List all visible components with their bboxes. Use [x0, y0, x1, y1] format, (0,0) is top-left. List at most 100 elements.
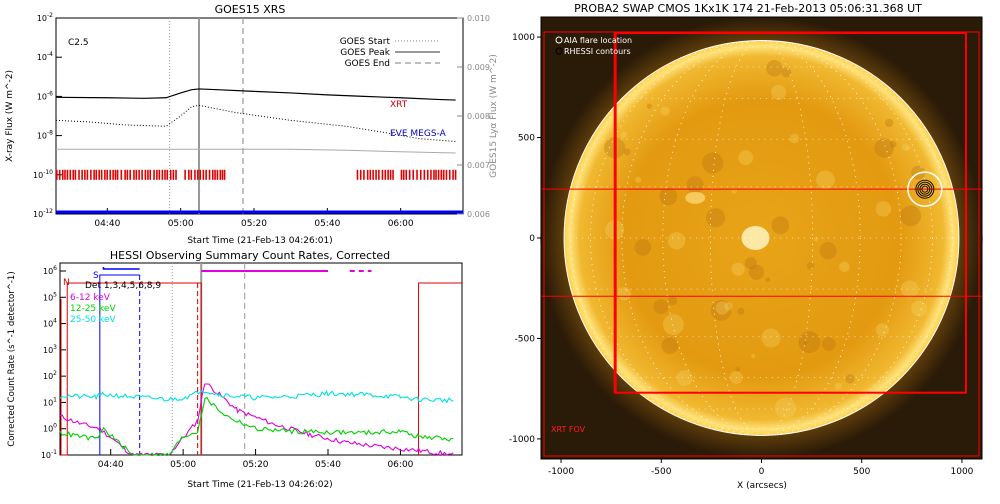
- coverage-mark: [197, 169, 199, 180]
- aia-flare-circle: [907, 171, 943, 207]
- coverage-mark: [190, 169, 193, 180]
- surface-feature: [653, 299, 669, 315]
- surface-feature: [662, 313, 684, 336]
- xrt-annotation: XRT: [390, 100, 408, 110]
- hessi-panel: HESSI Observing Summary Count Rates, Cor…: [0, 248, 500, 500]
- coverage-mark: [208, 169, 211, 180]
- coverage-mark: [363, 169, 365, 180]
- y-tick-label: 10-12: [33, 208, 53, 219]
- surface-feature: [660, 106, 670, 116]
- bright-region: [741, 226, 770, 250]
- coverage-mark: [112, 169, 114, 180]
- coverage-mark: [454, 169, 457, 180]
- x-tick-label: 1000: [951, 467, 974, 477]
- x-axis-label: Start Time (21-Feb-13 04:26:01): [187, 236, 332, 246]
- coverage-mark: [100, 169, 103, 180]
- coverage-mark: [387, 169, 389, 180]
- y-tick-label: -500: [515, 334, 536, 344]
- coverage-mark: [426, 169, 429, 180]
- surface-feature: [731, 262, 745, 276]
- grid-longitude: [662, 40, 861, 436]
- surface-feature: [731, 188, 737, 194]
- coverage-mark: [205, 169, 207, 180]
- legend-label: GOES Peak: [340, 48, 390, 58]
- y-tick-label: 0: [529, 234, 535, 244]
- surface-feature: [905, 145, 911, 151]
- rhessi-contour: [915, 179, 935, 199]
- goes-xrs-panel: GOES15 XRS 10-2 10-4 10-6 10-8 10-10 10-12 0.01…: [0, 0, 500, 248]
- surface-feature: [813, 237, 819, 242]
- y-right-axis-label: GOES15 Lyα Flux (W m^-2): [489, 54, 499, 178]
- goes-xrs-chart: GOES15 XRS 10-2 10-4 10-6 10-8 10-10 10-12 0.01…: [5, 3, 499, 246]
- surface-feature: [834, 382, 842, 390]
- series-line-2: [56, 148, 456, 154]
- coverage-mark: [141, 169, 143, 180]
- coverage-mark: [402, 169, 405, 180]
- surface-feature: [705, 208, 726, 228]
- coverage-mark: [423, 169, 426, 180]
- surface-feature: [889, 140, 897, 148]
- surface-feature: [803, 340, 808, 345]
- x-tick-label: 06:00: [387, 460, 413, 470]
- y-tick-label: 106: [43, 265, 57, 276]
- coverage-mark: [116, 169, 119, 180]
- coverage-mark: [437, 169, 440, 180]
- y-axis-label: Corrected Count Rate (s^-1 detector^-1): [7, 271, 17, 446]
- coverage-mark: [175, 169, 177, 180]
- y-tick-label: 10-2: [37, 12, 53, 23]
- series-line-2: [59, 390, 454, 404]
- coverage-mark: [369, 169, 372, 180]
- surface-feature: [874, 138, 894, 158]
- y-tick-label: 101: [43, 396, 57, 407]
- coverage-mark: [359, 169, 362, 180]
- coverage-mark: [412, 169, 415, 180]
- coverage-mark: [435, 169, 437, 180]
- coverage-mark: [219, 169, 222, 180]
- surface-feature: [710, 299, 732, 321]
- surface-feature: [659, 187, 678, 206]
- series-line-1: [55, 104, 456, 142]
- coverage-mark: [202, 169, 205, 180]
- plot-frame: [59, 262, 463, 456]
- active-regions: [604, 59, 928, 419]
- coverage-mark: [366, 169, 369, 180]
- surface-feature: [738, 150, 754, 166]
- outer-fov-box: [543, 31, 980, 457]
- coverage-mark: [442, 169, 445, 180]
- surface-feature: [737, 307, 745, 315]
- surface-feature: [901, 280, 919, 298]
- legend-label: GOES Start: [340, 37, 391, 47]
- coverage-mark: [72, 169, 75, 180]
- surface-feature: [661, 337, 679, 355]
- coverage-mark: [223, 169, 226, 180]
- y-right-tick-label: 0.007: [467, 161, 490, 170]
- y-tick-label: 10-4: [37, 51, 53, 62]
- coverage-mark: [86, 169, 89, 180]
- coverage-mark: [66, 169, 69, 180]
- coverage-mark: [58, 169, 61, 180]
- series-line-0: [59, 383, 454, 456]
- surface-feature: [771, 216, 790, 235]
- flare-class-label: C2.5: [68, 38, 89, 48]
- series-line-0: [55, 88, 456, 101]
- surface-feature: [676, 370, 693, 386]
- coverage-mark: [172, 169, 175, 180]
- coverage-mark: [392, 169, 394, 180]
- coverage-mark: [90, 169, 92, 180]
- x-tick-label: 500: [853, 467, 870, 477]
- surface-feature: [735, 367, 741, 372]
- coverage-mark: [164, 169, 166, 180]
- coverage-mark: [124, 169, 126, 180]
- coverage-mark: [372, 169, 374, 180]
- y-right-tick-label: 0.009: [467, 63, 490, 72]
- surface-feature: [646, 103, 652, 109]
- y-axis-label: X-ray Flux (W m^-2): [5, 70, 15, 162]
- coverage-mark: [378, 169, 380, 180]
- legend-rhessi-marker: [555, 47, 563, 55]
- legend-rhessi-label: RHESSI contours: [564, 47, 631, 56]
- surface-feature: [819, 242, 837, 260]
- swap-panel: PROBA2 SWAP CMOS 1Kx1K 174 21-Feb-2013 0…: [500, 0, 1000, 500]
- y-tick-label: 10-10: [33, 169, 53, 180]
- surface-feature: [789, 133, 800, 144]
- chart-title: GOES15 XRS: [215, 3, 286, 16]
